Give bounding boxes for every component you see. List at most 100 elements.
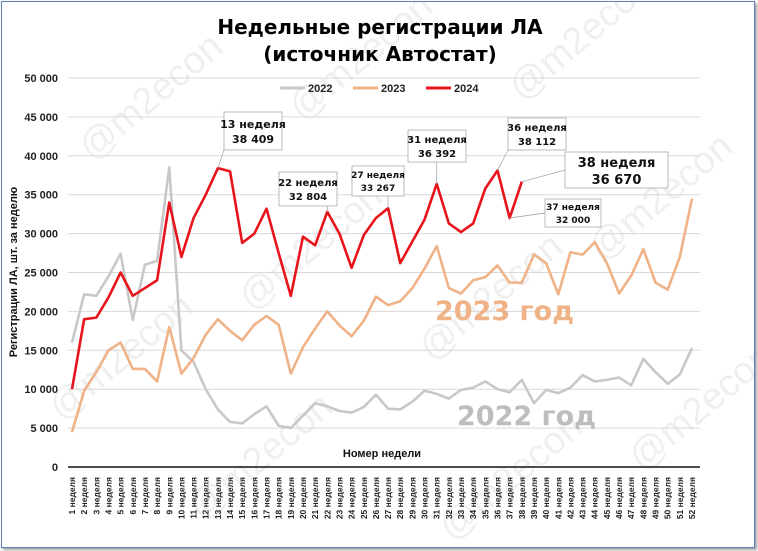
x-tick-label: 15 неделя xyxy=(237,477,247,519)
x-tick-label: 6 неделя xyxy=(128,477,138,514)
x-tick-label: 39 неделя xyxy=(529,477,539,519)
callout-label: 27 неделя xyxy=(351,171,405,181)
x-tick-label: 44 неделя xyxy=(590,477,600,519)
series-label: 2023 год xyxy=(435,296,574,327)
x-tick-label: 38 неделя xyxy=(517,477,527,519)
x-tick-label: 3 неделя xyxy=(91,477,101,514)
callout: 36 неделя 38 112 xyxy=(497,117,567,171)
x-tick-label: 26 неделя xyxy=(371,477,381,519)
x-tick-label: 19 неделя xyxy=(286,477,296,519)
callout-box xyxy=(507,117,567,151)
x-tick-label: 30 неделя xyxy=(420,477,430,519)
x-tick-label: 24 неделя xyxy=(347,477,357,519)
x-tick-label: 47 неделя xyxy=(626,477,636,519)
x-tick-label: 16 неделя xyxy=(249,477,259,519)
x-tick-label: 21 неделя xyxy=(310,477,320,519)
watermark: @m2econ xyxy=(71,25,231,169)
callout-box xyxy=(278,171,338,207)
x-tick-label: 50 неделя xyxy=(663,477,673,519)
callout-box xyxy=(544,198,602,228)
callout-value: 32 000 xyxy=(556,216,590,226)
x-tick-label: 33 неделя xyxy=(456,477,466,519)
y-tick-label: 40 000 xyxy=(24,151,58,163)
callout-box xyxy=(564,151,669,189)
y-tick-label: 20 000 xyxy=(24,306,58,318)
x-tick-label: 42 неделя xyxy=(565,477,575,519)
legend-label: 2024 xyxy=(454,83,479,95)
x-tick-label: 48 неделя xyxy=(638,477,648,519)
callout-label: 13 неделя xyxy=(220,118,286,131)
x-tick-label: 17 неделя xyxy=(262,477,272,519)
x-tick-label: 1 неделя xyxy=(67,477,77,514)
callout-value: 33 267 xyxy=(361,184,395,194)
x-tick-label: 23 неделя xyxy=(334,477,344,519)
x-tick-label: 35 неделя xyxy=(480,477,490,519)
y-tick-label: 0 xyxy=(52,462,58,474)
y-tick-label: 25 000 xyxy=(24,268,58,280)
x-tick-labels: 1 неделя 2 неделя 3 неделя 4 неделя 5 неделя… xyxy=(67,477,697,519)
x-tick-label: 52 неделя xyxy=(687,477,697,519)
callout-label: 31 неделя xyxy=(407,135,467,146)
y-tick-label: 5 000 xyxy=(30,423,58,435)
series-label: 2022 год xyxy=(457,401,596,432)
callout-box xyxy=(407,129,467,163)
x-tick-label: 36 неделя xyxy=(492,477,502,519)
x-tick-label: 22 неделя xyxy=(322,477,332,519)
callout-value: 32 804 xyxy=(289,192,327,203)
legend-label: 2022 xyxy=(308,83,332,95)
x-tick-label: 45 неделя xyxy=(602,477,612,519)
y-tick-label: 10 000 xyxy=(24,384,58,396)
x-tick-label: 29 неделя xyxy=(407,477,417,519)
x-axis-label: Номер недели xyxy=(343,448,421,460)
series-line-2023 xyxy=(70,198,694,433)
x-tick-label: 51 неделя xyxy=(675,477,685,519)
chart-subtitle: (источник Автостат) xyxy=(263,42,497,66)
x-tick-label: 2 неделя xyxy=(79,477,89,514)
x-tick-label: 31 неделя xyxy=(432,477,442,519)
x-tick-label: 34 неделя xyxy=(468,477,478,519)
y-tick-labels: 0 5 000 10 000 15 000 20 000 25 000 30 000 35 0… xyxy=(24,73,58,474)
x-tick-label: 5 неделя xyxy=(116,477,126,514)
x-tick-label: 32 неделя xyxy=(444,477,454,519)
x-tick-label: 43 неделя xyxy=(578,477,588,519)
x-tick-label: 11 неделя xyxy=(189,477,199,519)
callout-label: 38 неделя xyxy=(578,156,656,171)
x-tick-label: 25 неделя xyxy=(359,477,369,519)
callout-leader xyxy=(217,149,225,169)
series-line-2022 xyxy=(70,166,694,430)
series-labels: 2023 год 2022 год xyxy=(435,296,596,432)
series-line-2024 xyxy=(70,166,524,390)
callout-label: 36 неделя xyxy=(507,123,567,134)
callout: 31 неделя 36 392 xyxy=(407,129,467,184)
callout-label: 22 неделя xyxy=(278,178,338,189)
x-tick-label: 14 неделя xyxy=(225,477,235,519)
callout: 38 неделя 36 670 xyxy=(521,151,669,189)
y-tick-label: 50 000 xyxy=(24,73,58,85)
x-tick-label: 46 неделя xyxy=(614,477,624,519)
callout: 27 неделя 33 267 xyxy=(351,165,405,209)
x-tick-label: 4 неделя xyxy=(103,477,113,514)
x-tick-label: 41 неделя xyxy=(553,477,563,519)
x-tick-label: 18 неделя xyxy=(274,477,284,519)
callout-value: 38 409 xyxy=(232,133,274,146)
y-tick-label: 35 000 xyxy=(24,190,58,202)
x-tick-label: 13 неделя xyxy=(213,477,223,519)
x-tick-label: 9 неделя xyxy=(164,477,174,514)
y-tick-label: 30 000 xyxy=(24,229,58,241)
legend: 2022 2023 2024 xyxy=(280,83,479,95)
callout: 13 неделя 38 409 xyxy=(217,111,286,169)
chart-title: Недельные регистрации ЛА xyxy=(217,15,543,39)
callout-value: 36 392 xyxy=(418,149,456,160)
callout: 37 неделя 32 000 xyxy=(509,198,602,228)
callout: 22 неделя 32 804 xyxy=(278,171,338,212)
x-tick-label: 10 неделя xyxy=(176,477,186,519)
x-tick-label: 49 неделя xyxy=(651,477,661,519)
callout-box xyxy=(351,165,405,197)
watermark: @m2econ xyxy=(581,125,741,269)
x-tick-label: 27 неделя xyxy=(383,477,393,519)
x-tick-label: 8 неделя xyxy=(152,477,162,514)
legend-label: 2023 xyxy=(381,83,405,95)
